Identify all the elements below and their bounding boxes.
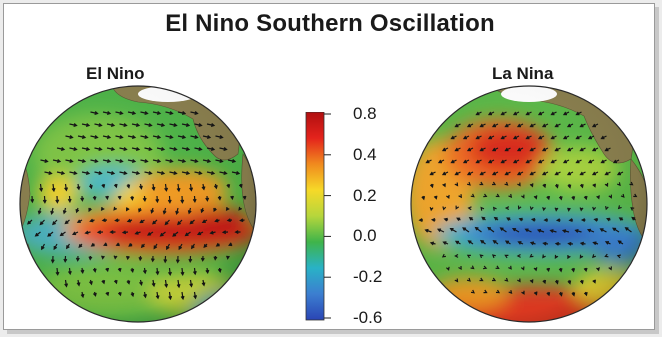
colorbar-tick-label: -0.2: [353, 267, 383, 287]
colorbar-tick-label: 0.0: [353, 226, 377, 246]
la-nina-map: [411, 86, 647, 322]
colorbar-tick-label: 0.8: [353, 104, 377, 123]
la-nina-globe: [410, 85, 648, 323]
el-nino-globe: [19, 85, 257, 323]
figure-frame: El Nino Southern Oscillation El Nino La …: [3, 3, 655, 330]
colorbar-tick-label: 0.2: [353, 185, 377, 205]
colorbar: [305, 112, 331, 321]
figure-title: El Nino Southern Oscillation: [165, 10, 495, 37]
panel-label-la-nina: La Nina: [492, 64, 554, 83]
colorbar-tick-label: -0.6: [353, 308, 383, 327]
panel-label-el-nino: El Nino: [86, 64, 145, 83]
colorbar-tick-label: 0.4: [353, 144, 377, 164]
el-nino-map: [20, 86, 256, 322]
